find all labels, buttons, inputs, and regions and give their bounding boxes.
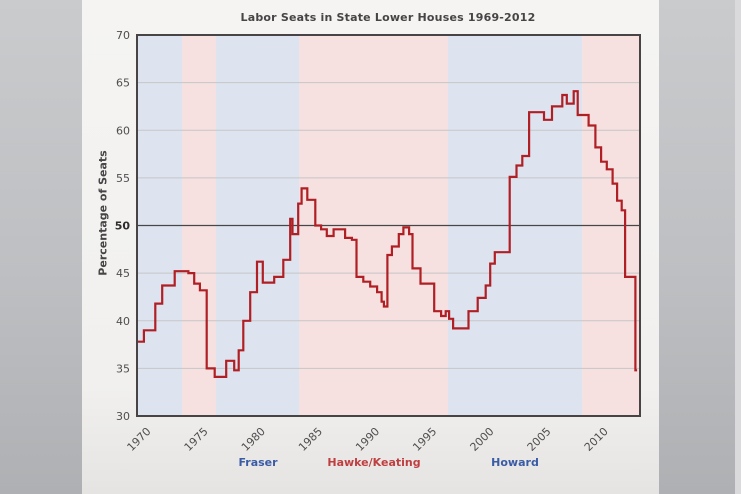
x-tick-2010: 2010	[582, 425, 611, 454]
y-tick-55: 55	[116, 172, 130, 185]
x-tick-1995: 1995	[410, 425, 439, 454]
era-label-fraser: Fraser	[238, 456, 278, 469]
x-axis-tick-labels: 1970 1975 1980 1985 1990 1995 2000 2005 2010	[125, 425, 611, 454]
y-tick-70: 70	[116, 29, 130, 42]
y-tick-50: 50	[115, 220, 131, 233]
x-tick-1975: 1975	[182, 425, 211, 454]
x-tick-1990: 1990	[353, 425, 382, 454]
y-axis-tick-labels: 30 35 40 45 50 55 60 65 70	[115, 29, 131, 423]
y-tick-40: 40	[116, 315, 130, 328]
y-tick-35: 35	[116, 362, 130, 375]
y-tick-60: 60	[116, 124, 130, 137]
gridlines	[137, 82, 640, 369]
x-tick-2000: 2000	[468, 425, 497, 454]
labor-seats-step-line	[137, 90, 638, 378]
x-tick-1985: 1985	[296, 425, 325, 454]
x-tick-1970: 1970	[125, 425, 154, 454]
y-tick-45: 45	[116, 267, 130, 280]
chart-title: Labor Seats in State Lower Houses 1969-2…	[240, 11, 536, 24]
plot-border	[136, 34, 641, 417]
y-tick-30: 30	[116, 410, 130, 423]
y-axis-title: Percentage of Seats	[96, 150, 110, 276]
era-label-howard: Howard	[491, 456, 539, 469]
y-tick-65: 65	[116, 77, 130, 90]
page-right-edge-strip	[735, 0, 741, 494]
era-label-hawke-keating: Hawke/Keating	[327, 456, 421, 469]
x-tick-2005: 2005	[525, 425, 554, 454]
x-tick-1980: 1980	[239, 425, 268, 454]
